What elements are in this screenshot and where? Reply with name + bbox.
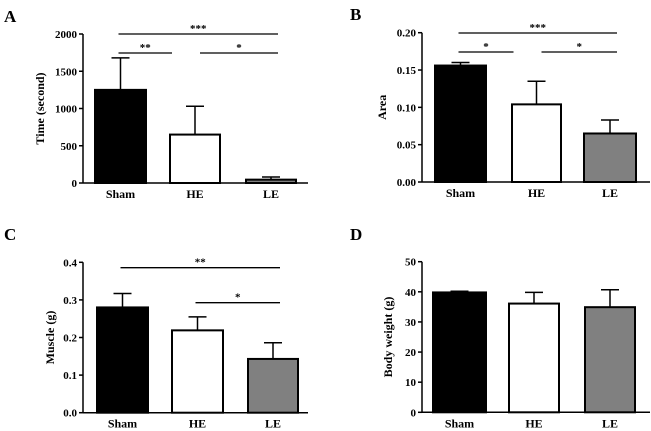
x-tick-label: HE: [525, 416, 542, 430]
y-axis-label: Area: [375, 95, 389, 120]
x-tick-label: LE: [602, 186, 618, 200]
significance-label: **: [195, 257, 207, 269]
y-tick-label: 0.4: [63, 257, 77, 269]
x-tick-label: Sham: [106, 187, 135, 201]
y-tick-label: 0.0: [63, 408, 77, 420]
y-tick-label: 0: [411, 407, 417, 419]
x-tick-label: HE: [186, 187, 203, 201]
x-tick-label: LE: [602, 416, 618, 430]
bar-sham: [94, 88, 147, 184]
y-tick-label: 30: [405, 317, 417, 329]
x-tick-label: LE: [265, 417, 281, 431]
y-tick-label: 0.1: [63, 370, 77, 382]
x-tick-label: Sham: [446, 186, 475, 200]
y-axis-label: Muscle (g): [43, 311, 57, 365]
bar-le: [584, 306, 636, 414]
panel-letter: C: [4, 225, 16, 244]
x-tick-label: Sham: [108, 417, 137, 431]
significance-label: *: [235, 292, 241, 304]
y-tick-label: 0.15: [397, 65, 417, 77]
significance-label: *: [577, 41, 583, 53]
y-tick-label: 0.20: [397, 28, 417, 40]
bar-he: [169, 133, 221, 184]
y-tick-label: 0: [72, 178, 78, 190]
bar-sham: [96, 306, 149, 414]
y-tick-label: 0.2: [63, 333, 77, 345]
y-tick-label: 10: [405, 377, 417, 389]
y-tick-label: 500: [61, 141, 78, 153]
y-tick-label: 50: [405, 257, 417, 269]
y-axis-label: Body weight (g): [381, 297, 395, 378]
y-tick-label: 20: [405, 347, 417, 359]
x-tick-label: Sham: [445, 416, 474, 430]
bar-he: [171, 329, 224, 414]
x-tick-label: HE: [189, 417, 206, 431]
bar-le: [247, 357, 299, 414]
panel-d: D Sham HE LE 0 10 20 30 40 50 Body weight (g): [350, 225, 650, 430]
y-tick-label: 2000: [55, 29, 78, 41]
x-tick-label: LE: [263, 187, 279, 201]
y-tick-label: 1500: [55, 66, 78, 78]
panel-letter: D: [350, 225, 362, 244]
significance-label: **: [140, 42, 152, 54]
significance-label: ***: [190, 23, 207, 35]
bar-sham: [434, 64, 487, 183]
panel-letter: A: [4, 7, 17, 26]
panel-letter: B: [350, 5, 361, 24]
y-tick-label: 0.05: [397, 140, 417, 152]
significance-label: *: [483, 41, 489, 53]
y-tick-label: 0.3: [63, 295, 77, 307]
significance-label: ***: [530, 22, 547, 34]
y-tick-label: 0.00: [397, 177, 417, 189]
significance-label: *: [236, 42, 242, 54]
y-tick-label: 40: [405, 287, 417, 299]
x-tick-label: HE: [528, 186, 545, 200]
y-tick-label: 1000: [55, 104, 78, 116]
bar-sham: [432, 291, 487, 414]
y-axis-label: Time (second): [33, 72, 47, 144]
bar-le: [583, 132, 637, 183]
y-tick-label: 0.10: [397, 102, 417, 114]
bar-he: [511, 103, 562, 183]
bar-he: [508, 302, 560, 414]
